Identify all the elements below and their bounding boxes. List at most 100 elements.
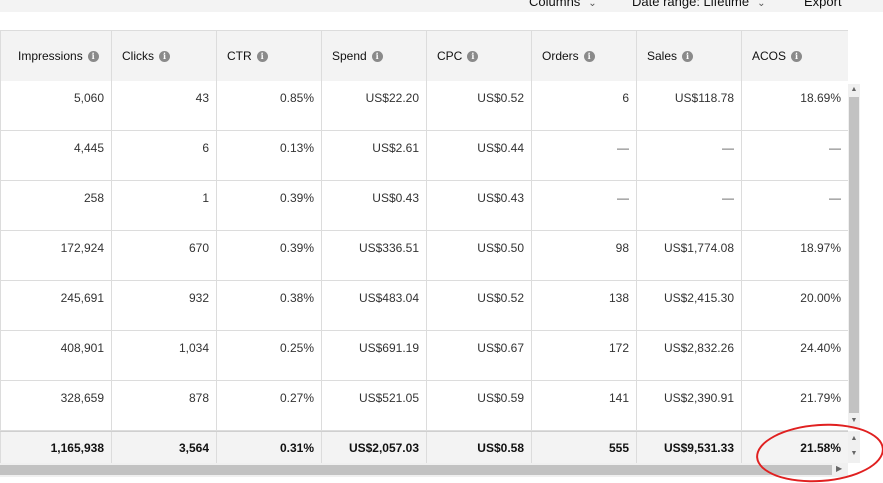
column-header-clicks[interactable]: Clicks i xyxy=(111,31,216,81)
columns-label: Columns xyxy=(529,0,581,9)
column-header-label: Clicks xyxy=(122,49,154,63)
table-toolbar: Columns ⌄ Date range: Lifetime ⌄ Export xyxy=(0,0,883,12)
cell-cpc: US$0.67 xyxy=(426,331,531,380)
info-icon[interactable]: i xyxy=(682,50,694,62)
cell-cpc: US$0.59 xyxy=(426,381,531,430)
cell-impressions: 245,691 xyxy=(0,281,111,330)
cell-ctr: 0.13% xyxy=(216,131,321,180)
scroll-up-arrow-icon[interactable]: ▲ xyxy=(850,86,858,93)
scroll-up-arrow-icon[interactable]: ▲ xyxy=(850,435,858,442)
cell-spend: US$0.43 xyxy=(321,181,426,230)
cell-sales: — xyxy=(636,181,741,230)
info-icon[interactable]: i xyxy=(467,50,479,62)
table-row[interactable]: 408,901 1,034 0.25% US$691.19 US$0.67 172 US$2… xyxy=(0,331,848,381)
date-range-label: Date range: Lifetime xyxy=(632,0,750,9)
cell-clicks: 6 xyxy=(111,131,216,180)
column-header-impressions[interactable]: Impressions i xyxy=(0,31,111,81)
column-header-spend[interactable]: Spend i xyxy=(321,31,426,81)
cell-acos: — xyxy=(741,131,848,180)
totals-scrollbar[interactable] xyxy=(848,431,860,463)
cell-sales: US$1,774.08 xyxy=(636,231,741,280)
table-row[interactable]: 258 1 0.39% US$0.43 US$0.43— — — xyxy=(0,181,848,231)
cell-sales: — xyxy=(636,131,741,180)
cell-clicks: 1,034 xyxy=(111,331,216,380)
cell-orders: 172 xyxy=(531,331,636,380)
table-header: Impressions i Clicks i CTR i Spend i CPC i Orders i… xyxy=(0,30,848,82)
table-row[interactable]: 172,924 670 0.39% US$336.51 US$0.50 98 US$1,77… xyxy=(0,231,848,281)
table-row[interactable]: 4,445 6 0.13% US$2.61 US$0.44— — — xyxy=(0,131,848,181)
cell-clicks: 43 xyxy=(111,81,216,130)
cell-orders: — xyxy=(531,131,636,180)
cell-spend: US$22.20 xyxy=(321,81,426,130)
cell-impressions: 172,924 xyxy=(0,231,111,280)
cell-orders: — xyxy=(531,181,636,230)
cell-acos: 18.69% xyxy=(741,81,848,130)
info-icon[interactable]: i xyxy=(371,50,383,62)
table-row[interactable]: 328,659 878 0.27% US$521.05 US$0.59 141 US$2,3… xyxy=(0,381,848,431)
cell-ctr: 0.27% xyxy=(216,381,321,430)
cell-cpc: US$0.50 xyxy=(426,231,531,280)
total-orders: 555 xyxy=(531,432,636,463)
cell-orders: 98 xyxy=(531,231,636,280)
info-icon[interactable]: i xyxy=(87,50,99,62)
cell-cpc: US$0.52 xyxy=(426,81,531,130)
cell-cpc: US$0.43 xyxy=(426,181,531,230)
scroll-down-arrow-icon[interactable]: ▼ xyxy=(850,450,858,457)
cell-spend: US$691.19 xyxy=(321,331,426,380)
cell-ctr: 0.39% xyxy=(216,231,321,280)
cell-impressions: 328,659 xyxy=(0,381,111,430)
column-header-ctr[interactable]: CTR i xyxy=(216,31,321,81)
cell-spend: US$336.51 xyxy=(321,231,426,280)
cell-impressions: 258 xyxy=(0,181,111,230)
table-row[interactable]: 245,691 932 0.38% US$483.04 US$0.52 138 US$2,4… xyxy=(0,281,848,331)
column-header-orders[interactable]: Orders i xyxy=(531,31,636,81)
cell-clicks: 1 xyxy=(111,181,216,230)
info-icon[interactable]: i xyxy=(159,50,170,62)
cell-sales: US$2,832.26 xyxy=(636,331,741,380)
scroll-right-arrow-icon[interactable]: ▶ xyxy=(836,464,843,473)
cell-impressions: 4,445 xyxy=(0,131,111,180)
info-icon[interactable]: i xyxy=(791,50,803,62)
cell-ctr: 0.85% xyxy=(216,81,321,130)
scroll-down-arrow-icon[interactable]: ▼ xyxy=(850,417,858,424)
column-header-label: ACOS xyxy=(752,49,787,63)
cell-ctr: 0.39% xyxy=(216,181,321,230)
chevron-down-icon: ⌄ xyxy=(588,0,597,9)
cell-cpc: US$0.52 xyxy=(426,281,531,330)
cell-acos: 20.00% xyxy=(741,281,848,330)
totals-row: 1,165,938 3,564 0.31% US$2,057.03 US$0.58 555… xyxy=(0,431,848,463)
column-header-label: CTR xyxy=(227,49,252,63)
cell-clicks: 932 xyxy=(111,281,216,330)
total-sales: US$9,531.33 xyxy=(636,432,741,463)
cell-orders: 141 xyxy=(531,381,636,430)
column-header-sales[interactable]: Sales i xyxy=(636,31,741,81)
total-cpc: US$0.58 xyxy=(426,432,531,463)
cell-clicks: 670 xyxy=(111,231,216,280)
cell-sales: US$118.78 xyxy=(636,81,741,130)
columns-button[interactable]: Columns ⌄ xyxy=(529,0,597,9)
cell-clicks: 878 xyxy=(111,381,216,430)
info-icon[interactable]: i xyxy=(583,50,595,62)
column-header-acos[interactable]: ACOS i xyxy=(741,31,848,81)
export-button[interactable]: Export xyxy=(804,0,842,9)
info-icon[interactable]: i xyxy=(256,50,268,62)
column-header-label: Spend xyxy=(332,49,367,63)
total-acos: 21.58% xyxy=(741,432,848,463)
total-clicks: 3,564 xyxy=(111,432,216,463)
cell-sales: US$2,390.91 xyxy=(636,381,741,430)
cell-orders: 6 xyxy=(531,81,636,130)
date-range-dropdown[interactable]: Date range: Lifetime ⌄ xyxy=(632,0,765,9)
column-header-label: Orders xyxy=(542,49,579,63)
cell-cpc: US$0.44 xyxy=(426,131,531,180)
chevron-down-icon: ⌄ xyxy=(757,0,766,9)
vertical-scroll-thumb[interactable] xyxy=(849,97,859,413)
table-row[interactable]: 5,060 43 0.85% US$22.20 US$0.52 6 US$118.78 18.… xyxy=(0,81,848,131)
cell-acos: — xyxy=(741,181,848,230)
total-impressions: 1,165,938 xyxy=(0,432,111,463)
column-header-cpc[interactable]: CPC i xyxy=(426,31,531,81)
column-header-label: Impressions xyxy=(18,49,83,63)
cell-spend: US$2.61 xyxy=(321,131,426,180)
total-ctr: 0.31% xyxy=(216,432,321,463)
horizontal-scroll-thumb[interactable] xyxy=(0,465,832,475)
cell-acos: 21.79% xyxy=(741,381,848,430)
